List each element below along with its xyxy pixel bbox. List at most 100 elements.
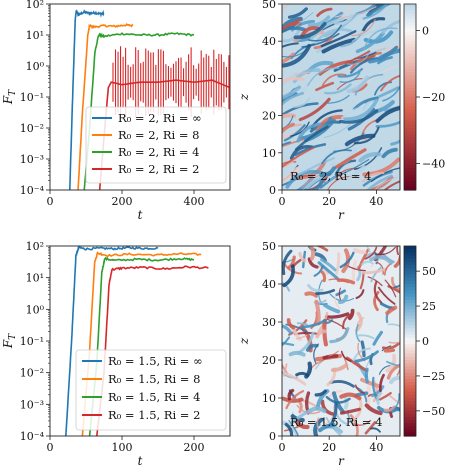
field-streak <box>374 176 398 190</box>
colorbar-cell <box>404 315 416 320</box>
colorbar-cell <box>404 277 416 282</box>
colorbar-cell <box>404 280 416 285</box>
field-streak <box>322 354 339 360</box>
colorbar-cell <box>404 337 416 342</box>
colorbar-cell <box>404 171 416 176</box>
field-streak <box>362 171 385 183</box>
field-streak <box>370 266 383 283</box>
colorbar-cell <box>404 84 416 89</box>
colorbar-cell <box>404 284 416 288</box>
field-streak <box>333 14 354 26</box>
colorbar-cell <box>404 112 416 117</box>
colorbar-cell <box>404 109 416 114</box>
colorbar-cell <box>404 159 416 163</box>
y-tick-label: 10⁻² <box>20 367 44 380</box>
field-streak <box>355 31 385 54</box>
colorbar-cell <box>404 366 416 371</box>
colorbar-cell <box>404 121 416 126</box>
x-tick-label: 200 <box>112 195 133 208</box>
field-streak <box>329 327 350 344</box>
x-tick-label: 0 <box>279 441 286 454</box>
colorbar-cell <box>404 334 416 339</box>
colorbar-cell <box>404 388 416 393</box>
colorbar-cell <box>404 35 416 39</box>
field-streak <box>336 278 356 285</box>
field-streak <box>314 389 327 397</box>
colorbar-cell <box>404 312 416 317</box>
colorbar-cell <box>404 118 416 123</box>
field-streak <box>381 147 398 159</box>
y-tick-label: 10⁻⁴ <box>20 184 45 197</box>
field-streak <box>294 143 327 157</box>
field-streak <box>364 403 383 416</box>
field-streak <box>316 7 333 17</box>
colorbar-cell <box>404 410 416 415</box>
field-streak <box>283 124 306 142</box>
field-streak <box>320 30 357 48</box>
field-streak <box>289 145 314 160</box>
axes-frame <box>49 245 231 437</box>
field-streak <box>325 395 351 404</box>
field-streak <box>377 56 393 65</box>
field-streak <box>323 303 341 314</box>
colorbar-cell <box>404 16 416 21</box>
colorbar-cell <box>404 128 416 132</box>
colorbar-cell <box>404 417 416 421</box>
field-streak <box>371 385 385 398</box>
field-streak <box>382 86 400 102</box>
field-streak <box>378 365 391 375</box>
field-streak <box>282 76 305 84</box>
colorbar-cell <box>404 331 416 336</box>
field-streak <box>361 260 374 266</box>
field-streak <box>295 371 310 377</box>
field-streak <box>282 29 300 43</box>
field-streak <box>339 72 361 84</box>
colorbar-cell <box>404 31 416 36</box>
field-streak <box>282 264 295 288</box>
colorbar-cell <box>404 81 416 86</box>
colorbar-cell <box>404 7 416 11</box>
field-streak <box>391 276 400 291</box>
colorbar-cell <box>404 75 416 79</box>
field-streak <box>338 287 342 301</box>
field-streak <box>387 323 400 328</box>
field-streak <box>315 81 335 92</box>
field-streak <box>340 350 352 362</box>
y-tick-label: 50 <box>262 0 276 11</box>
x-tick-label: 100 <box>112 441 133 454</box>
colorbar-cell <box>404 44 416 48</box>
field-streak <box>317 261 339 280</box>
x-tick-label: 20 <box>322 441 336 454</box>
colorbar-cell <box>404 97 416 101</box>
field-streak <box>323 406 335 426</box>
y-tick-label: 10⁻¹ <box>20 335 44 348</box>
field-streak <box>360 377 382 389</box>
colorbar-cell <box>404 78 416 83</box>
y-tick-label: 50 <box>262 240 276 253</box>
field-streak <box>282 71 298 87</box>
colorbar-cell <box>404 265 416 269</box>
colorbar-cell <box>404 429 416 434</box>
colorbar-cell <box>404 420 416 424</box>
field-streak <box>314 252 327 263</box>
field-streak <box>318 423 336 433</box>
field-streak <box>315 114 345 133</box>
field-streak <box>367 174 393 190</box>
colorbar-tick-label: 25 <box>422 300 436 313</box>
field-streak <box>383 348 396 353</box>
field-streak <box>337 67 364 78</box>
field-streak <box>346 52 370 65</box>
colorbar-cell <box>404 106 416 110</box>
colorbar-cell <box>404 394 416 399</box>
field-streak <box>325 318 348 331</box>
field-streak <box>321 37 356 54</box>
x-tick-label: 200 <box>184 441 205 454</box>
field-streak <box>353 126 380 145</box>
legend-label-0: R₀ = 2, Ri = ∞ <box>118 111 202 125</box>
field-streak <box>362 17 386 32</box>
field-streak <box>352 96 379 111</box>
colorbar-cell <box>404 146 416 151</box>
field-streak <box>296 157 335 176</box>
colorbar-cell <box>404 353 416 358</box>
field-streak <box>352 247 367 255</box>
